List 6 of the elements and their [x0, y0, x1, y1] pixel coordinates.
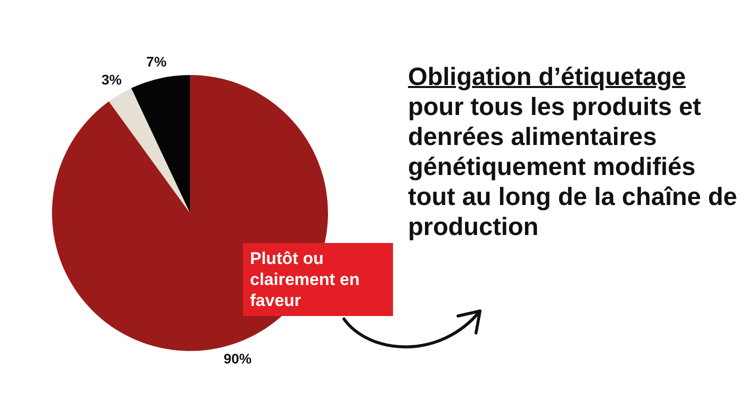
text: pour tous les produits et denrées alimentaires génétiquement modifiés tout au long de la chaîne de production — [408, 92, 738, 242]
slice-label: Plutôt ou clairement en faveur — [243, 243, 393, 316]
data-label: 7% — [146, 54, 168, 70]
data-label: 3% — [101, 71, 122, 88]
text: Obligation d’étiquetage — [408, 63, 686, 91]
data-label: 90% — [224, 350, 252, 366]
